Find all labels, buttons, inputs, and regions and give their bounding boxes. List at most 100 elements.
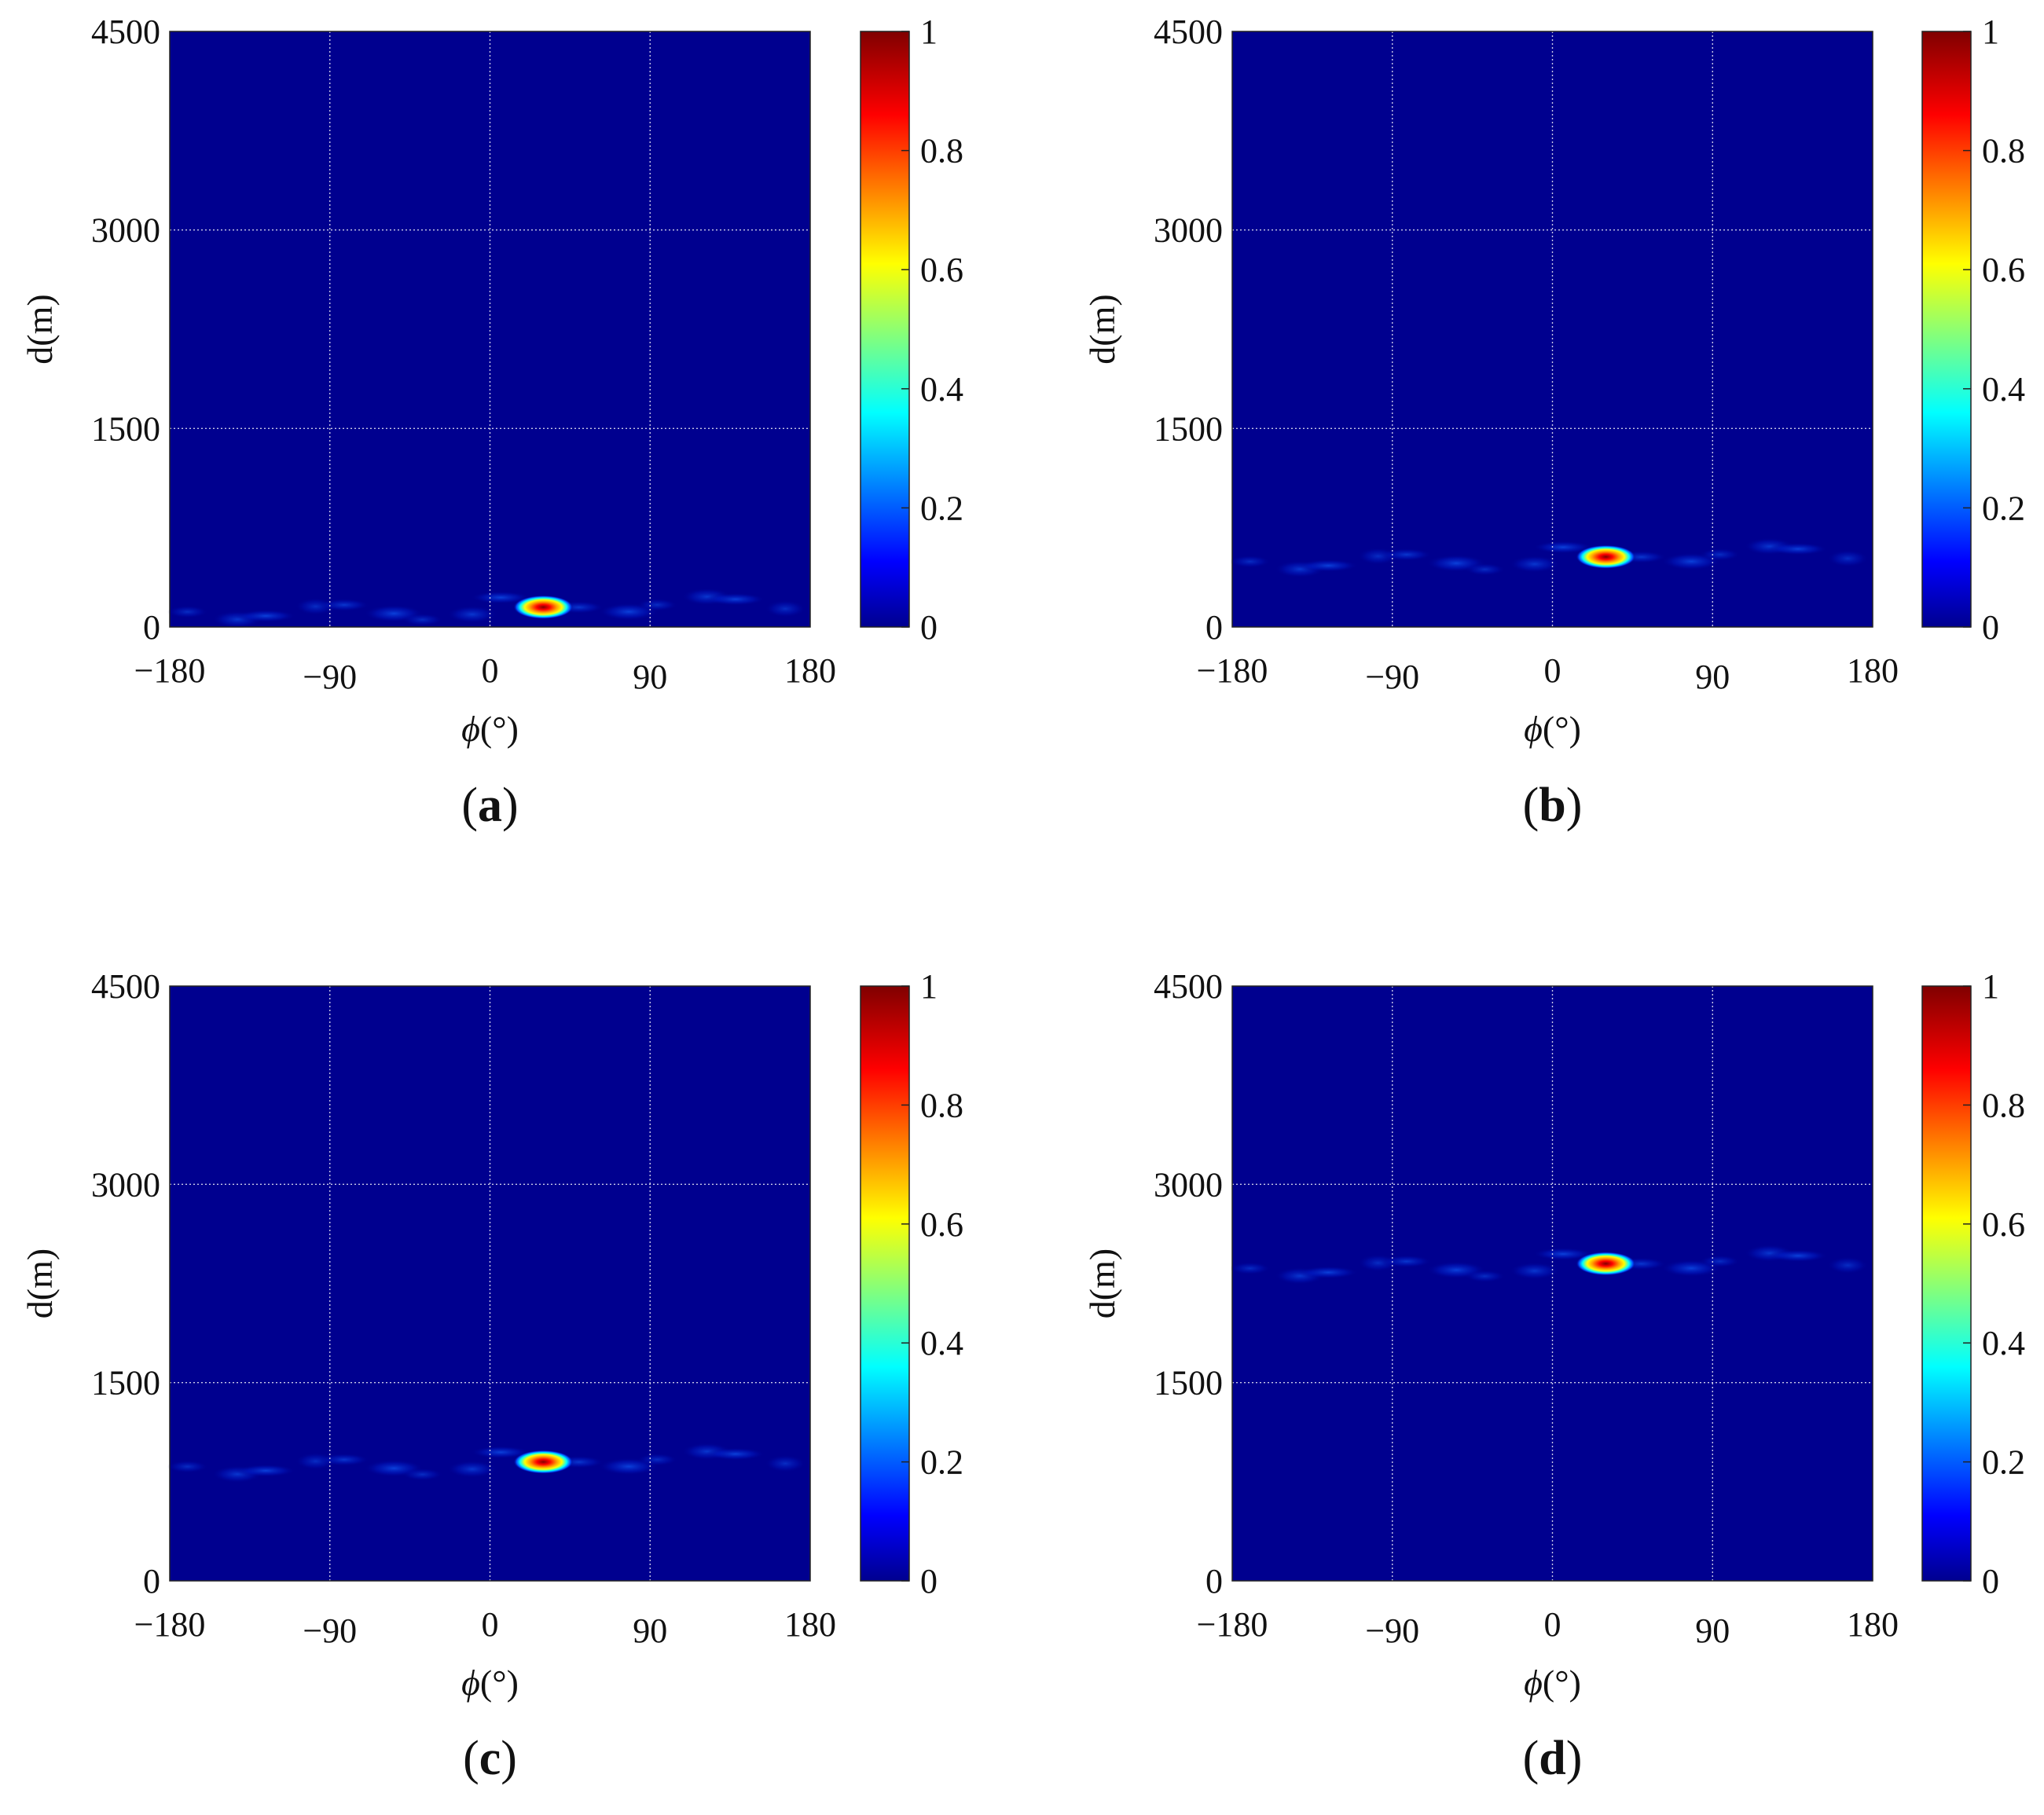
panel-label-open-paren: ( [461,779,478,832]
sidelobe-mark [1298,1266,1359,1279]
colorbar-tick-label: 0 [920,1562,938,1600]
peak-mark [1576,544,1636,569]
colorbar-gradient [1921,985,1972,1582]
sidelobe-band [167,1443,806,1483]
sidelobe-mark [637,1453,678,1466]
grid-lines [170,31,810,627]
heatmap-background [1232,31,1873,627]
y-tick-label: 1500 [1154,409,1223,448]
sidelobe-mark [1464,1270,1506,1283]
colorbar: 0 0.2 0.4 0.6 0.8 1 [860,967,963,1600]
axes-frame [1231,31,1873,628]
x-tick-label: −90 [1365,658,1419,696]
panel-label-letter: d [1539,1732,1565,1785]
sidelobe-mark [765,1454,806,1472]
y-tick-label: 4500 [1154,13,1223,51]
x-tick-label: −180 [1197,1605,1268,1644]
sidelobe-mark [471,1446,531,1459]
sidelobe-mark [236,1464,296,1477]
peak-mark [513,1450,574,1474]
sidelobe-mark [1229,555,1271,568]
panel-label: (d) [1523,1732,1583,1785]
panel-label-letter: a [478,779,502,832]
chart-panel-b: −180 −90 0 90 180 0 1500 3000 4500 ϕ(°) d(m) 0 0.2 0.… [1082,13,2025,832]
grid-lines [170,986,810,1581]
sidelobe-mark [1533,1247,1594,1260]
x-axis-label: ϕ(°) [461,709,519,749]
panel-label-open-paren: ( [1523,779,1539,832]
y-tick-label: 4500 [1154,967,1223,1006]
peak-mark [513,595,574,619]
x-axis-label: ϕ(°) [1524,1663,1581,1703]
colorbar-gradient [860,985,910,1582]
colorbar: 0 0.2 0.4 0.6 0.8 1 [1921,13,2025,647]
colorbar-tick-label: 0.8 [920,132,963,170]
grid-lines [1232,986,1873,1581]
sidelobe-mark [1767,542,1828,556]
x-tick-label: 90 [1695,658,1730,696]
sidelobe-mark [705,592,765,606]
x-tick-label: −180 [134,1605,206,1644]
colorbar-tick-label: 0.8 [920,1086,963,1124]
colorbar-tick-label: 0.8 [1982,132,2025,170]
heatmap-background [170,986,810,1581]
colorbar-tick-label: 0.4 [1982,1324,2025,1362]
colorbar-tick-label: 0.6 [920,251,963,289]
panel-label-close-paren: ) [1566,1732,1583,1785]
colorbar-tick-label: 0 [920,608,938,647]
x-tick-label: 180 [784,1605,836,1644]
panel-label-close-paren: ) [502,779,519,832]
sidelobe-mark [1827,1256,1869,1274]
x-axis-unit: (°) [480,709,519,749]
sidelobe-mark [1464,563,1506,576]
y-axis-label: d(m) [20,1248,60,1318]
y-tick-label: 3000 [91,211,160,250]
heatmap-background [1232,986,1873,1581]
colorbar-tick-label: 0.4 [920,370,963,409]
colorbar-tick-label: 0.4 [1982,370,2025,409]
panel-label-close-paren: ) [1566,779,1583,832]
y-tick-label: 1500 [1154,1364,1223,1402]
x-tick-label: −90 [303,1612,357,1650]
axes-frame [169,985,811,1582]
colorbar-tick-label: 0.8 [1982,1086,2025,1124]
y-tick-label: 0 [143,1562,160,1600]
colorbar-tick-label: 1 [1982,967,1999,1006]
x-tick-label: 0 [1544,1605,1561,1644]
x-axis-symbol: ϕ [461,709,480,749]
chart-panel-d: −180 −90 0 90 180 0 1500 3000 4500 ϕ(°) d(m) 0 0.2 0.… [1082,967,2025,1785]
y-tick-label: 3000 [1154,1165,1223,1204]
sidelobe-mark [1298,559,1359,572]
sidelobe-mark [446,1460,497,1478]
sidelobe-mark [446,605,497,623]
x-axis-symbol: ϕ [1524,709,1543,749]
sidelobe-mark [1767,1249,1828,1263]
panel-label-letter: b [1539,779,1565,832]
panel-label: (b) [1523,779,1583,832]
colorbar-tick-label: 1 [1982,13,1999,51]
sidelobe-mark [765,600,806,618]
x-tick-label: 90 [633,1612,667,1650]
colorbar-tick-label: 1 [920,967,938,1006]
x-tick-label: 90 [633,658,667,696]
y-tick-label: 4500 [91,967,160,1006]
x-axis-unit: (°) [480,1663,519,1703]
x-tick-label: −90 [1365,1612,1419,1650]
y-tick-label: 0 [1205,1562,1223,1600]
y-axis-label: d(m) [20,294,60,364]
colorbar-tick-label: 0.6 [920,1205,963,1244]
sidelobe-mark [167,1460,208,1473]
panel-label-close-paren: ) [501,1732,517,1785]
x-tick-label: 180 [1847,651,1899,690]
x-tick-label: 0 [1544,651,1561,690]
x-axis-label: ϕ(°) [1524,709,1581,749]
colorbar-gradient [1921,31,1972,628]
peak-mark [1576,1252,1636,1276]
sidelobe-mark [1229,1262,1271,1275]
x-tick-label: −180 [134,651,206,690]
x-tick-label: 180 [1847,1605,1899,1644]
x-tick-label: 90 [1695,1612,1730,1650]
sidelobe-mark [1827,549,1869,567]
axes-frame [1231,985,1873,1582]
